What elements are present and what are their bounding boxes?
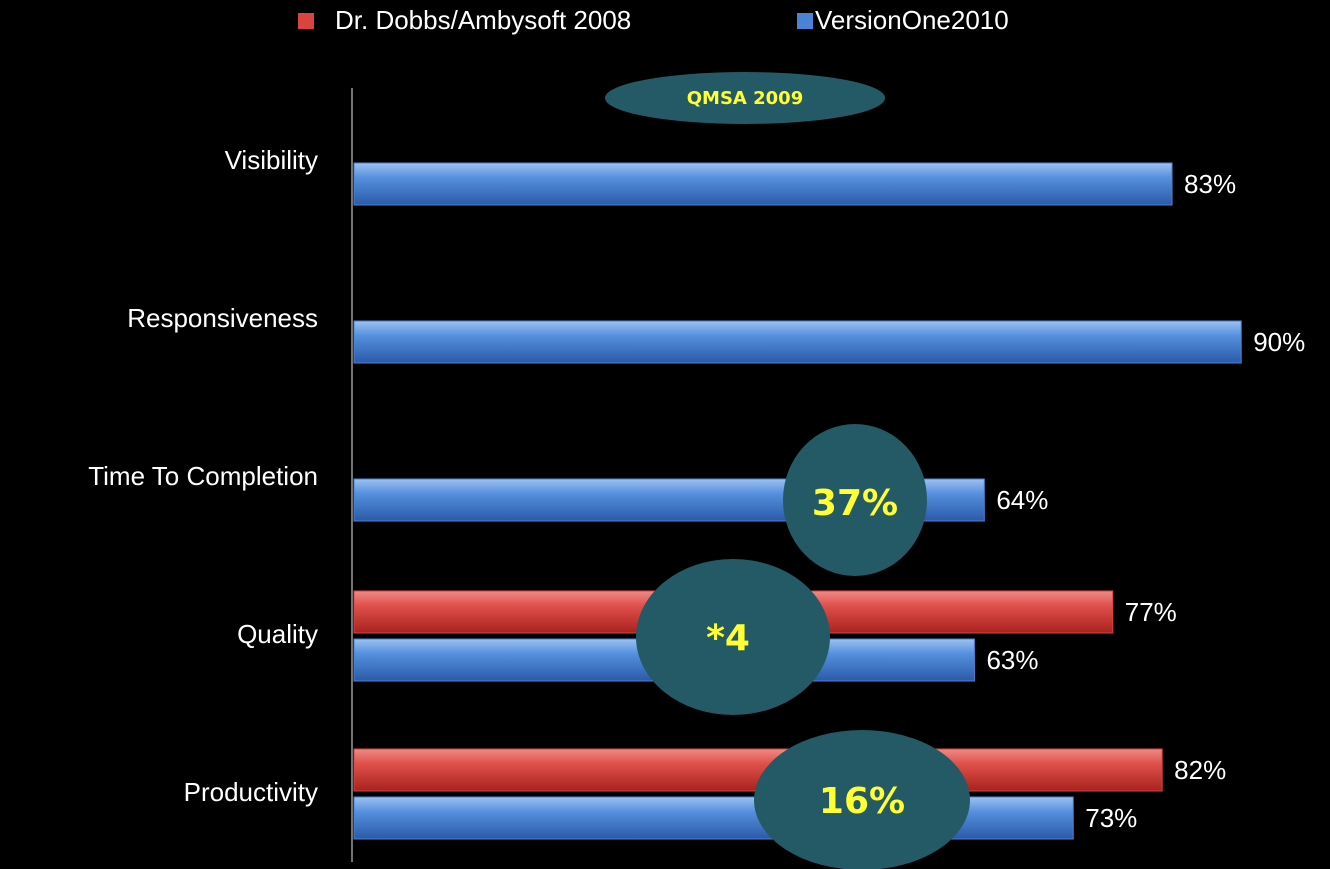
annotation-bubble (636, 559, 830, 715)
legend-swatch (298, 13, 314, 29)
value-label: 90% (1253, 327, 1305, 357)
value-label: 77% (1125, 597, 1177, 627)
annotation-bubble (783, 424, 927, 576)
y-tick-label: Quality (237, 619, 318, 649)
legend-label: VersionOne2010 (815, 5, 1009, 35)
annotations: QMSA 2009 37% *4 16% (605, 72, 970, 869)
y-tick-label: Responsiveness (127, 303, 318, 333)
y-tick-label: Productivity (184, 777, 318, 807)
annotation: 37% (812, 483, 898, 524)
value-label: 63% (986, 645, 1038, 675)
y-tick-label: Visibility (225, 145, 318, 175)
legend-label: Dr. Dobbs/Ambysoft 2008 (335, 5, 631, 35)
annotation: QMSA 2009 (687, 88, 803, 109)
bar (353, 320, 1242, 364)
bar (353, 162, 1173, 206)
y-tick-label: Time To Completion (88, 461, 318, 491)
value-label: 83% (1184, 169, 1236, 199)
annotation: *4 (706, 618, 750, 659)
annotation-bubble (754, 730, 970, 869)
annotation-bubble (605, 72, 885, 124)
annotation: 16% (819, 781, 905, 822)
value-label: 64% (996, 485, 1048, 515)
value-label: 73% (1085, 803, 1137, 833)
legend-swatch (797, 13, 813, 29)
value-label: 82% (1174, 755, 1226, 785)
